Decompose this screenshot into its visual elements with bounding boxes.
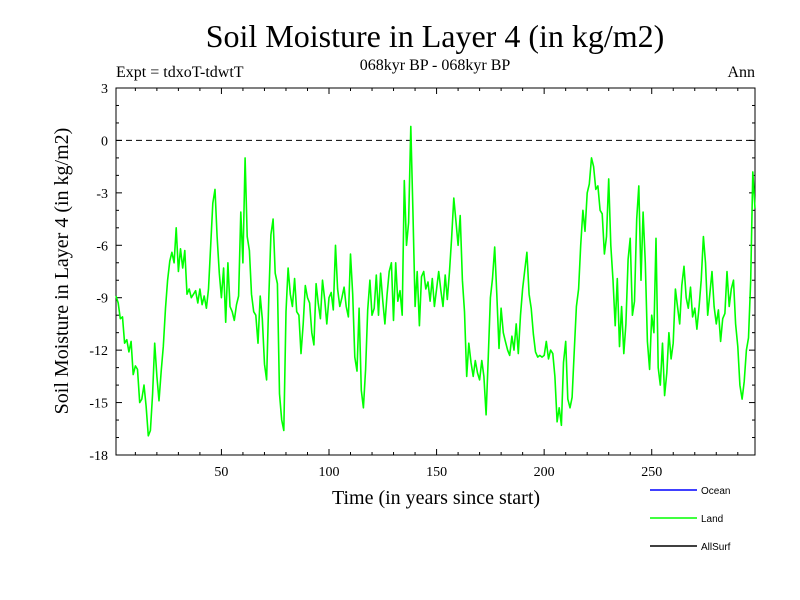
plot-area: [115, 87, 756, 456]
legend: Ocean Land AllSurf: [650, 486, 731, 553]
x-tick-label: 250: [641, 465, 662, 480]
x-tick-label: 150: [426, 465, 447, 480]
legend-label: Land: [701, 514, 723, 525]
x-axis: 50 100 150 200 250: [134, 88, 739, 480]
y-tick-label: 3: [101, 82, 108, 97]
expt-label: Expt = tdxoT-tdwtT: [116, 64, 244, 81]
x-axis-label: Time (in years since start): [332, 487, 540, 509]
y-axis: 3 0 -3 -6 -9 -12 -15 -18: [89, 82, 755, 464]
legend-label: Ocean: [701, 486, 730, 497]
y-tick-label: -6: [96, 239, 108, 254]
chart-title: Soil Moisture in Layer 4 (in kg/m2): [206, 18, 665, 54]
x-tick-label: 50: [214, 465, 228, 480]
chart-subtitle: 068kyr BP - 068kyr BP: [360, 57, 511, 74]
y-tick-label: -12: [89, 344, 108, 359]
season-label: Ann: [727, 64, 755, 81]
x-tick-label: 100: [319, 465, 340, 480]
y-axis-label: Soil Moisture in Layer 4 (in kg/m2): [51, 128, 73, 415]
y-tick-label: 0: [101, 134, 108, 149]
y-tick-label: -3: [96, 187, 108, 202]
y-tick-label: -18: [89, 449, 108, 464]
series-line-land: [115, 125, 756, 437]
legend-label: AllSurf: [701, 542, 731, 553]
x-tick-label: 200: [534, 465, 555, 480]
y-tick-label: -15: [89, 397, 108, 412]
y-tick-label: -9: [96, 292, 108, 307]
